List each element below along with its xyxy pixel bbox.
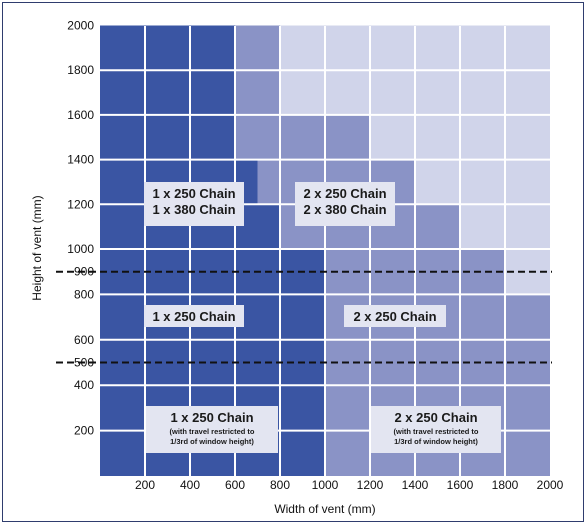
dashed-lines — [56, 270, 552, 364]
y-tick-label: 1800 — [67, 63, 94, 77]
y-tick-label: 600 — [74, 333, 94, 347]
region-medium-3 — [280, 114, 325, 160]
zone-note-text: (with travel restricted to — [393, 427, 478, 436]
zone-label-box — [146, 406, 278, 453]
zone-note-text: 1/3rd of window height) — [170, 437, 254, 446]
zone-label-text: 1 x 380 Chain — [152, 202, 235, 217]
grid-lines — [100, 26, 550, 476]
x-tick-label: 1000 — [312, 478, 339, 492]
zone-label-text: 1 x 250 Chain — [152, 309, 235, 324]
zone-label-4: 1 x 250 Chain (with travel restricted to1… — [146, 406, 278, 453]
zone-label-text: 2 x 250 Chain — [303, 186, 386, 201]
y-tick-label: 1600 — [67, 108, 94, 122]
region-medium-4 — [325, 114, 370, 160]
x-tick-label: 1200 — [357, 478, 384, 492]
x-axis-label: Width of vent (mm) — [274, 502, 375, 516]
x-tick-label: 800 — [270, 478, 290, 492]
y-tick-label: 500 — [74, 356, 94, 370]
zone-label-box — [144, 182, 244, 226]
zone-label-box — [344, 305, 446, 327]
x-tick-label: 1600 — [447, 478, 474, 492]
region-medium-1 — [235, 25, 280, 160]
x-tick-label: 600 — [225, 478, 245, 492]
y-tick-label: 1200 — [67, 197, 94, 211]
zone-label-2: 1 x 250 Chain — [144, 305, 244, 327]
zone-label-box — [144, 305, 244, 327]
y-tick-label: 800 — [74, 287, 94, 301]
x-tick-label: 2000 — [537, 478, 564, 492]
zone-label-text: 2 x 250 Chain — [353, 309, 436, 324]
x-tick-label: 400 — [180, 478, 200, 492]
zone-label-box — [371, 406, 501, 453]
y-tick-label: 2000 — [67, 19, 94, 33]
zone-label-text: 1 x 250 Chain — [170, 410, 253, 425]
x-tick-label: 1400 — [402, 478, 429, 492]
zone-label-box — [295, 182, 395, 226]
zone-note-text: (with travel restricted to — [169, 427, 254, 436]
y-tick-label: 900 — [74, 265, 94, 279]
y-tick-label: 1400 — [67, 153, 94, 167]
zone-label-3: 2 x 250 Chain — [344, 305, 446, 327]
x-tick-label: 1800 — [492, 478, 519, 492]
y-tick-label: 400 — [74, 378, 94, 392]
zone-label-text: 2 x 250 Chain — [394, 410, 477, 425]
y-tick-label: 200 — [74, 424, 94, 438]
x-tick-label: 200 — [135, 478, 155, 492]
zone-label-text: 1 x 250 Chain — [152, 186, 235, 201]
x-axis-ticks: 200 400 600 800 1000 1200 1400 1600 1800 2000 — [135, 478, 564, 492]
region-medium-10 — [415, 204, 460, 249]
zone-label-5: 2 x 250 Chain (with travel restricted to1… — [371, 406, 501, 453]
y-tick-label: 1000 — [67, 242, 94, 256]
zone-label-text: 2 x 380 Chain — [303, 202, 386, 217]
y-axis-label: Height of vent (mm) — [30, 195, 44, 300]
zone-note-text: 1/3rd of window height) — [394, 437, 478, 446]
y-axis-ticks: 2000 1800 1600 1400 1200 1000 900 800 600 500 400 2… — [67, 19, 94, 438]
